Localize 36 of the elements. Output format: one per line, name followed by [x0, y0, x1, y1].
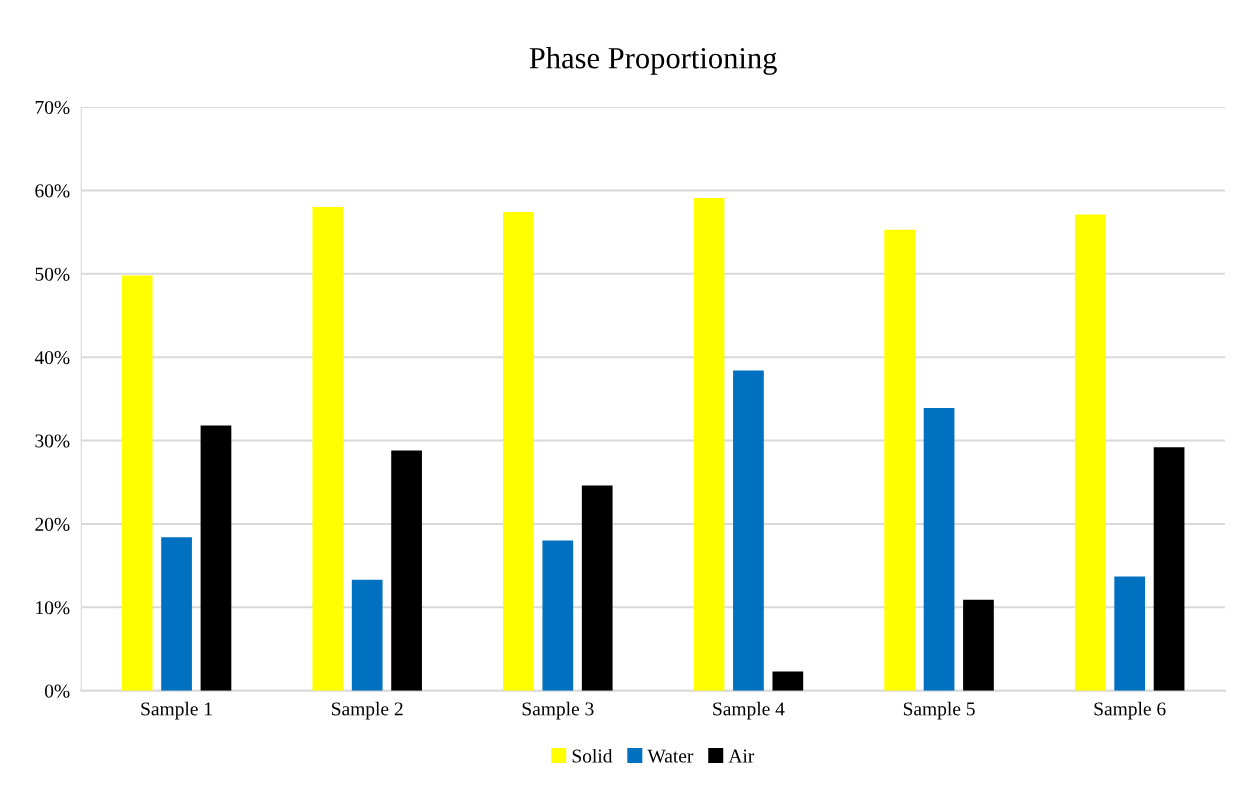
x-tick-label: Sample 1 [141, 701, 212, 720]
bar [542, 540, 574, 691]
x-tick-label: Sample 2 [332, 701, 403, 720]
bar [1074, 214, 1106, 691]
y-tick-label: 50% [35, 267, 70, 281]
bar [963, 599, 994, 691]
bar [503, 212, 534, 691]
y-tick-label: 70% [35, 100, 70, 115]
bar [391, 450, 422, 691]
bar [733, 370, 764, 691]
bar [923, 408, 955, 691]
bar [1153, 447, 1185, 691]
bar [693, 197, 725, 691]
bar [161, 537, 192, 691]
y-tick-label: 20% [35, 517, 70, 531]
y-tick-label: 40% [34, 351, 70, 365]
bar [351, 579, 383, 691]
legend-label: Water [647, 749, 694, 763]
bar [581, 485, 613, 691]
bar [772, 671, 804, 691]
x-tick-label: Sample 3 [522, 701, 594, 720]
y-tick-label: 30% [35, 434, 70, 448]
x-tick-label: Sample 4 [713, 701, 785, 720]
bar [121, 275, 153, 691]
y-tick-label: 0% [44, 684, 70, 698]
x-tick-label: Sample 6 [1094, 701, 1166, 720]
y-tick-label: 10% [36, 601, 70, 615]
bar [884, 229, 916, 691]
legend-label: Solid [572, 748, 613, 763]
bar [312, 207, 344, 691]
x-tick-label: Sample 5 [903, 701, 975, 720]
chart-title: Phase Proportioning [529, 46, 777, 75]
legend-label: Air [728, 749, 755, 763]
bar [1114, 576, 1146, 691]
y-tick-label: 60% [35, 184, 70, 198]
bar [200, 425, 232, 691]
